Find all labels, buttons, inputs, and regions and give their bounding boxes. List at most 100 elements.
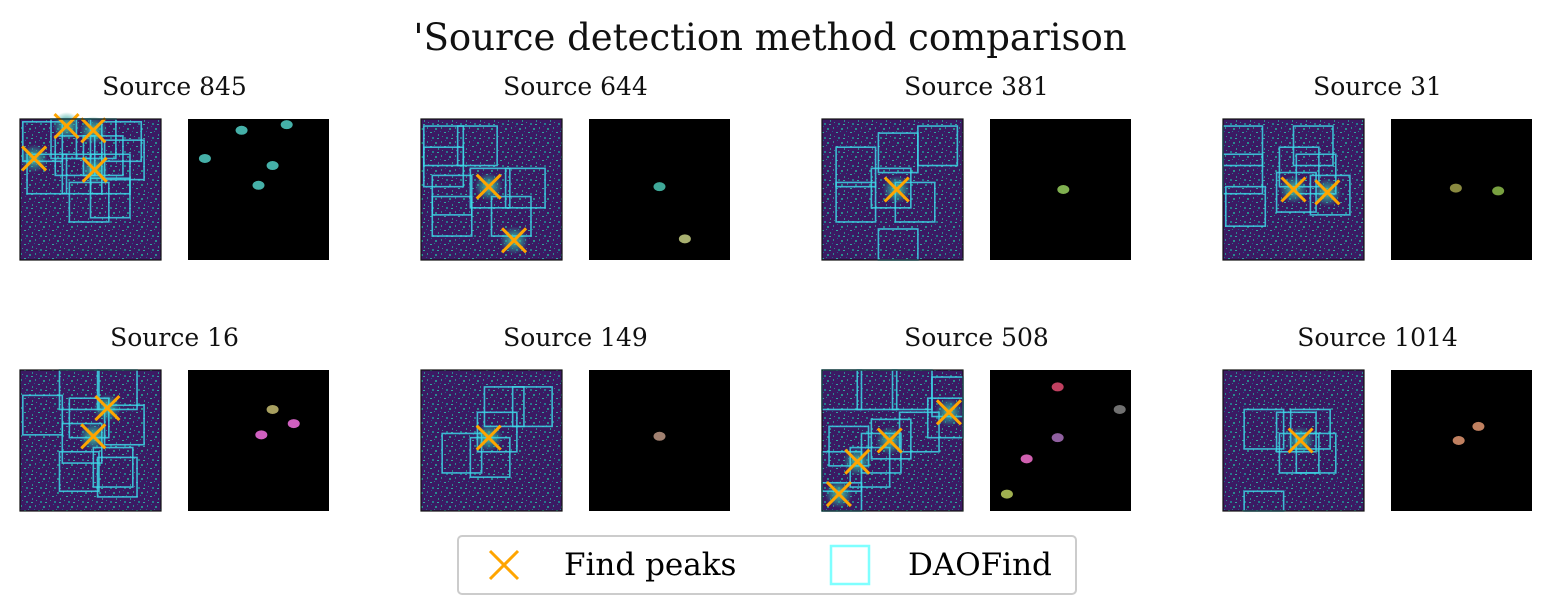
panel-title: Source 845 [102,72,247,101]
cross-stroke [53,112,80,140]
figure-title: 'Source detection method comparison [413,16,1126,59]
cross-stroke [81,156,108,183]
panel-7: Source 508 [821,323,1131,512]
cross-stroke [1287,427,1314,454]
cross-stroke [883,176,910,203]
daofind-box [96,456,138,498]
daofind-box [82,135,124,177]
daofind-box [100,121,143,163]
panel-3: Source 381 [821,72,1131,261]
cross-stroke [21,145,48,172]
daofind-box [1225,185,1267,227]
daofind-box [835,146,877,188]
daofind-box [828,425,870,467]
mask-blob [1472,421,1485,431]
find-peaks-marker [80,423,107,450]
daofind-box [511,386,553,428]
mask-blob [280,120,293,130]
daofind-box [483,386,525,428]
find-peaks-marker [876,427,903,454]
daofind-box [1275,171,1317,213]
legend-label-daofind: DAOFind [908,547,1052,583]
mask-blob [653,182,666,192]
find-peaks-marker [475,173,502,200]
daofind-box [92,446,134,488]
find-peaks-marker [80,117,107,144]
panel-title: Source 381 [904,72,1049,101]
panel-6: Source 149 [420,323,730,512]
daofind-box [68,181,110,223]
find-peaks-marker [825,481,852,508]
find-peaks-marker [500,227,528,254]
cross-stroke [876,427,903,454]
cross-stroke [825,481,852,508]
find-peaks-marker [475,424,502,451]
daofind-box [431,195,473,237]
daofind-box [423,146,465,188]
daofind-box [431,174,473,216]
panel-4: Source 31 [1222,72,1532,261]
detection-image-frame [821,369,964,512]
legend-label-find-peaks: Find peaks [564,547,736,583]
cross-stroke [94,395,121,422]
daofind-box [1278,146,1320,188]
cross-stroke [844,448,871,475]
panel-title: Source 31 [1313,72,1442,101]
legend: Find peaks DAOFind [457,535,1077,595]
legend-marker-square-icon [829,544,871,586]
daofind-box [89,177,131,219]
find-peaks-marker [53,112,80,140]
mask-blob [1000,489,1013,499]
daofind-box [26,153,68,195]
daofind-box [870,167,912,209]
daofind-box [441,432,483,474]
cross-stroke [80,423,107,450]
daofind-box [504,167,546,209]
cross-stroke [500,227,528,254]
detection-image-frame [420,369,563,512]
find-peaks-marker [94,395,121,422]
find-peaks-marker [844,448,871,475]
find-peaks-marker [81,156,108,183]
panel-5: Source 16 [19,323,329,512]
find-peaks-marker [1287,427,1314,454]
daofind-box [1278,432,1320,474]
daofind-box [894,181,936,223]
find-peaks-marker [21,145,48,172]
mask-blob [1113,404,1126,414]
mask-blob [1452,436,1465,445]
detection-image-frame [19,369,162,512]
panel-title: Source 1014 [1297,323,1458,352]
daofind-box [1309,174,1351,216]
daofind-box [22,121,64,163]
panels-group: Source 845 Source 644 Source 381 Source 31 S… [19,72,1532,512]
daofind-box [423,125,465,167]
panel-8: Source 1014 [1222,323,1532,512]
legend-marker-x-icon [488,549,520,581]
daofind-box [61,153,103,195]
find-peaks-marker [1314,179,1341,206]
daofind-box [917,125,959,167]
daofind-box [1243,408,1285,450]
mask-blob [287,419,300,429]
daofind-box [469,167,511,209]
panel-title: Source 508 [904,323,1049,352]
detection-image-frame [420,118,563,261]
panel-title: Source 16 [110,323,239,352]
mask-blob [235,125,248,135]
cross-stroke [1314,179,1341,206]
detection-image-frame [821,118,964,261]
detection-image-frame [19,118,162,261]
mask-blob [266,404,279,414]
mask-blob [252,180,265,190]
find-peaks-marker [883,176,910,203]
mask-blob [1020,454,1033,464]
mask-blob [678,234,691,244]
mask-blob [198,153,211,163]
find-peaks-marker [935,399,962,426]
daofind-box [68,397,110,439]
cross-stroke [475,424,502,451]
cross-stroke [475,173,502,200]
daofind-box [835,181,877,223]
panel-2: Source 644 [420,72,730,261]
